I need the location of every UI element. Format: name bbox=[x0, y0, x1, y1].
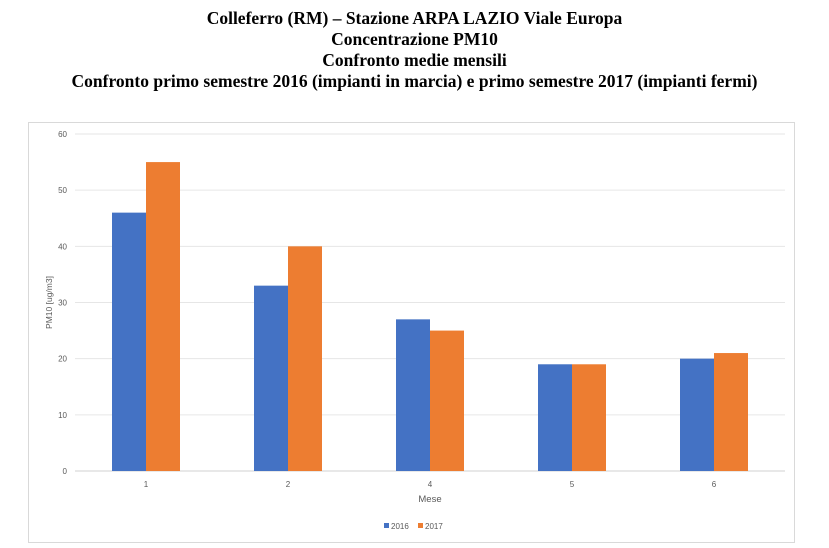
y-tick-label: 40 bbox=[58, 242, 67, 251]
x-tick-label: 1 bbox=[144, 480, 149, 489]
bar-2016-2 bbox=[254, 285, 288, 471]
y-tick-label: 0 bbox=[63, 467, 68, 476]
title-line-4: Confronto primo semestre 2016 (impianti … bbox=[71, 71, 758, 91]
bar-2016-1 bbox=[112, 212, 146, 471]
y-tick-label: 60 bbox=[58, 130, 67, 139]
bar-2016-6 bbox=[680, 358, 714, 471]
title-line-1: Colleferro (RM) – Stazione ARPA LAZIO Vi… bbox=[206, 8, 623, 28]
bar-2017-4 bbox=[430, 330, 464, 471]
y-tick-label: 10 bbox=[58, 411, 67, 420]
legend-label-2016: 2016 bbox=[391, 522, 409, 531]
x-tick-label: 2 bbox=[286, 480, 291, 489]
x-axis-label: Mese bbox=[418, 494, 441, 505]
bar-2016-5 bbox=[538, 364, 572, 471]
x-tick-label: 5 bbox=[570, 480, 575, 489]
bar-2017-5 bbox=[572, 364, 606, 471]
bar-2017-6 bbox=[714, 353, 748, 471]
legend-swatch-2016 bbox=[384, 523, 389, 528]
legend-label-2017: 2017 bbox=[425, 522, 443, 531]
y-tick-label: 50 bbox=[58, 186, 67, 195]
y-tick-label: 20 bbox=[58, 355, 67, 364]
x-tick-label: 6 bbox=[712, 480, 717, 489]
bar-2016-4 bbox=[396, 319, 430, 471]
title-line-2: Concentrazione PM10 bbox=[331, 29, 498, 49]
bar-2017-2 bbox=[288, 246, 322, 471]
chart-title: Colleferro (RM) – Stazione ARPA LAZIO Vi… bbox=[0, 8, 829, 92]
y-tick-label: 30 bbox=[58, 299, 67, 308]
y-axis-label: PM10 [ug/m3] bbox=[44, 276, 54, 329]
chart-frame bbox=[28, 122, 795, 543]
title-line-3: Confronto medie mensili bbox=[322, 50, 507, 70]
bar-2017-1 bbox=[146, 162, 180, 472]
x-tick-label: 4 bbox=[428, 480, 433, 489]
legend-swatch-2017 bbox=[418, 523, 423, 528]
